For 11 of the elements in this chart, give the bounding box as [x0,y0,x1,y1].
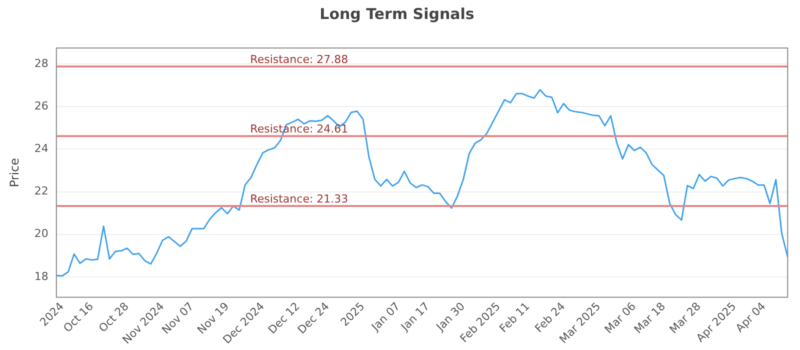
y-tick-label: 28 [34,56,48,70]
y-tick-label: 22 [34,184,48,198]
chart-title: Long Term Signals [320,4,474,23]
y-tick-label: 18 [34,270,48,283]
ref-line-label: Resistance: 21.33 [250,192,348,206]
y-tick-label: 20 [34,227,48,240]
y-tick-label: 24 [34,142,48,156]
y-tick-label: 26 [34,99,48,112]
y-axis-title: Price [7,158,22,188]
x-tick-label: Jan 17 [398,300,432,334]
ref-line-label: Resistance: 27.88 [250,52,348,66]
